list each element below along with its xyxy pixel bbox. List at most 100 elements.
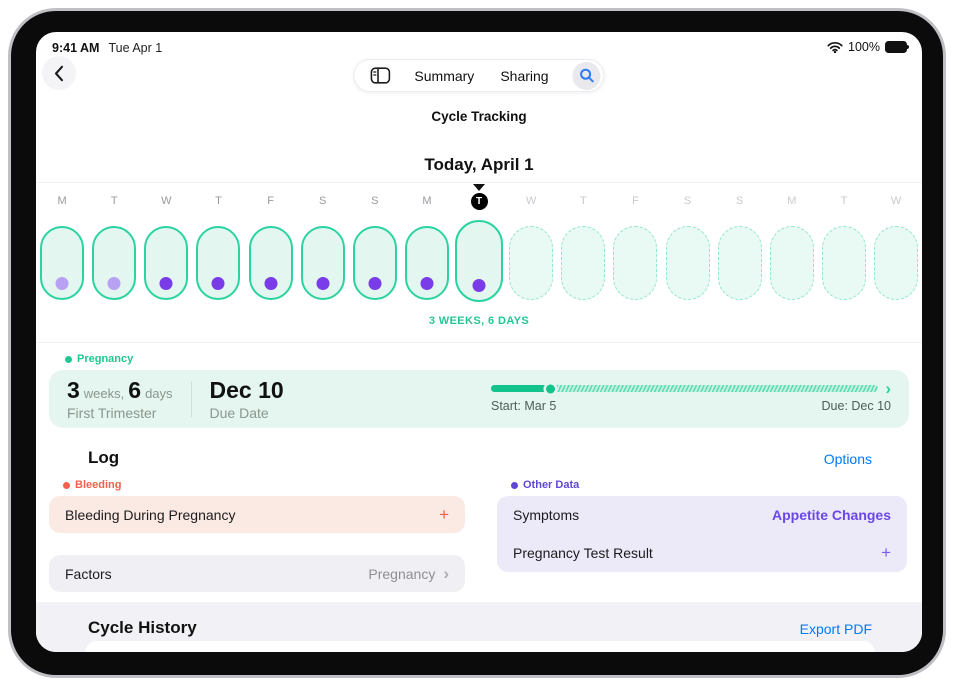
log-heading: Log: [88, 448, 120, 467]
day-oval[interactable]: [455, 220, 504, 302]
day-letter: W: [161, 195, 172, 207]
symptoms-label: Symptoms: [513, 507, 580, 523]
status-bar-right: 100%: [827, 40, 909, 54]
day-cell[interactable]: F: [609, 192, 661, 302]
due-date-value: Dec 10: [209, 377, 284, 403]
day-oval[interactable]: [300, 226, 345, 300]
day-cell[interactable]: T: [88, 192, 140, 302]
log-entry-dot: [55, 277, 69, 290]
day-cell[interactable]: S: [349, 192, 401, 302]
days-unit: days: [145, 386, 173, 401]
day-cell[interactable]: T: [453, 192, 505, 302]
vertical-divider: [190, 381, 192, 417]
day-cell[interactable]: T: [557, 192, 609, 302]
due-date-stat: Dec 10 Due Date: [210, 377, 284, 421]
day-cell[interactable]: M: [766, 192, 818, 302]
day-cell[interactable]: M: [36, 192, 88, 302]
day-letter: T: [110, 195, 118, 207]
other-data-label-text: Other Data: [523, 479, 580, 491]
tab-sharing[interactable]: Sharing: [500, 67, 549, 84]
day-letter: S: [371, 195, 379, 207]
day-oval[interactable]: [874, 226, 919, 300]
screen: 9:41 AM Tue Apr 1 100%: [36, 32, 922, 652]
options-link[interactable]: Options: [823, 451, 872, 467]
bleeding-label-text: Bleeding: [75, 479, 122, 491]
symptoms-value[interactable]: Appetite Changes: [771, 507, 891, 523]
progress-track: [491, 384, 879, 393]
back-button[interactable]: [42, 56, 76, 90]
today-marker-triangle: [473, 184, 485, 191]
symptoms-row[interactable]: Symptoms Appetite Changes: [497, 496, 907, 534]
battery-icon: [885, 41, 909, 53]
tab-summary[interactable]: Summary: [414, 67, 475, 84]
bleeding-log-row[interactable]: Bleeding During Pregnancy +: [49, 496, 465, 533]
log-entry-dot: [264, 277, 278, 290]
bleeding-section-label: Bleeding: [63, 479, 121, 491]
pregnancy-test-row[interactable]: Pregnancy Test Result +: [497, 534, 907, 572]
factors-row[interactable]: Factors Pregnancy ›: [49, 555, 465, 592]
status-bar-left: 9:41 AM Tue Apr 1: [52, 41, 162, 55]
trimester-label: First Trimester: [67, 405, 157, 421]
day-oval[interactable]: [196, 226, 241, 300]
log-entry-dot: [159, 277, 173, 290]
day-oval[interactable]: [92, 226, 137, 300]
day-letter: S: [319, 195, 327, 207]
day-cell[interactable]: M: [401, 192, 453, 302]
log-entry-dot: [420, 277, 434, 290]
day-oval[interactable]: [717, 226, 762, 300]
progress-marker: [546, 384, 556, 393]
separator: [36, 182, 922, 183]
log-entry-dot: [368, 277, 382, 290]
pregnancy-summary-card[interactable]: 3 weeks, 6 days First Trimester Dec 10 D…: [49, 370, 909, 428]
day-cell[interactable]: W: [870, 192, 922, 302]
export-pdf-link[interactable]: Export PDF: [799, 621, 872, 637]
day-oval[interactable]: [248, 226, 293, 300]
day-oval[interactable]: [821, 226, 866, 300]
coral-dot-icon: [63, 481, 70, 489]
day-oval[interactable]: [404, 226, 449, 300]
today-day-badge: T: [470, 193, 488, 210]
day-letter: M: [787, 195, 797, 207]
progress-bar-row: ›: [491, 379, 891, 398]
day-oval[interactable]: [665, 226, 710, 300]
wifi-icon: [827, 41, 843, 53]
day-cell[interactable]: S: [714, 192, 766, 302]
pregnancy-label-text: Pregnancy: [77, 353, 134, 365]
day-oval[interactable]: [561, 226, 606, 300]
weeks-number: 3: [67, 377, 80, 403]
day-oval[interactable]: [613, 226, 658, 300]
battery-tip: [907, 45, 909, 49]
search-button[interactable]: [572, 61, 601, 90]
day-cell[interactable]: W: [505, 192, 557, 302]
day-cell[interactable]: F: [245, 192, 297, 302]
day-cell[interactable]: T: [818, 192, 870, 302]
bleeding-item-label: Bleeding During Pregnancy: [65, 506, 236, 523]
teal-dot-icon: [65, 355, 72, 363]
chevron-right-icon: ›: [443, 563, 449, 583]
log-entry-dot: [107, 277, 121, 290]
ipad-device-frame: 9:41 AM Tue Apr 1 100%: [8, 8, 946, 678]
day-cell[interactable]: S: [662, 192, 714, 302]
day-cell[interactable]: W: [140, 192, 192, 302]
add-bleeding-button[interactable]: +: [439, 504, 449, 524]
day-cell[interactable]: S: [297, 192, 349, 302]
day-oval[interactable]: [144, 226, 189, 300]
gestation-stat: 3 weeks, 6 days First Trimester: [67, 377, 173, 421]
status-time: 9:41 AM: [52, 41, 100, 55]
day-oval[interactable]: [509, 226, 554, 300]
chevron-right-icon[interactable]: ›: [885, 379, 891, 398]
sidebar-toggle-icon[interactable]: [370, 67, 391, 84]
day-oval[interactable]: [352, 226, 397, 300]
progress-start-label: Start: Mar 5: [491, 399, 557, 413]
day-oval[interactable]: [769, 226, 814, 300]
cycle-history-section: Cycle History Export PDF: [36, 602, 922, 652]
day-oval[interactable]: [40, 226, 85, 300]
day-cell[interactable]: T: [192, 192, 244, 302]
log-entry-dot: [472, 279, 486, 292]
page-title: Cycle Tracking: [431, 109, 527, 124]
top-toolbar: Summary Sharing: [353, 59, 605, 92]
status-date: Tue Apr 1: [108, 41, 163, 55]
day-letter: T: [215, 195, 222, 207]
add-pregnancy-test-button[interactable]: +: [881, 543, 891, 562]
